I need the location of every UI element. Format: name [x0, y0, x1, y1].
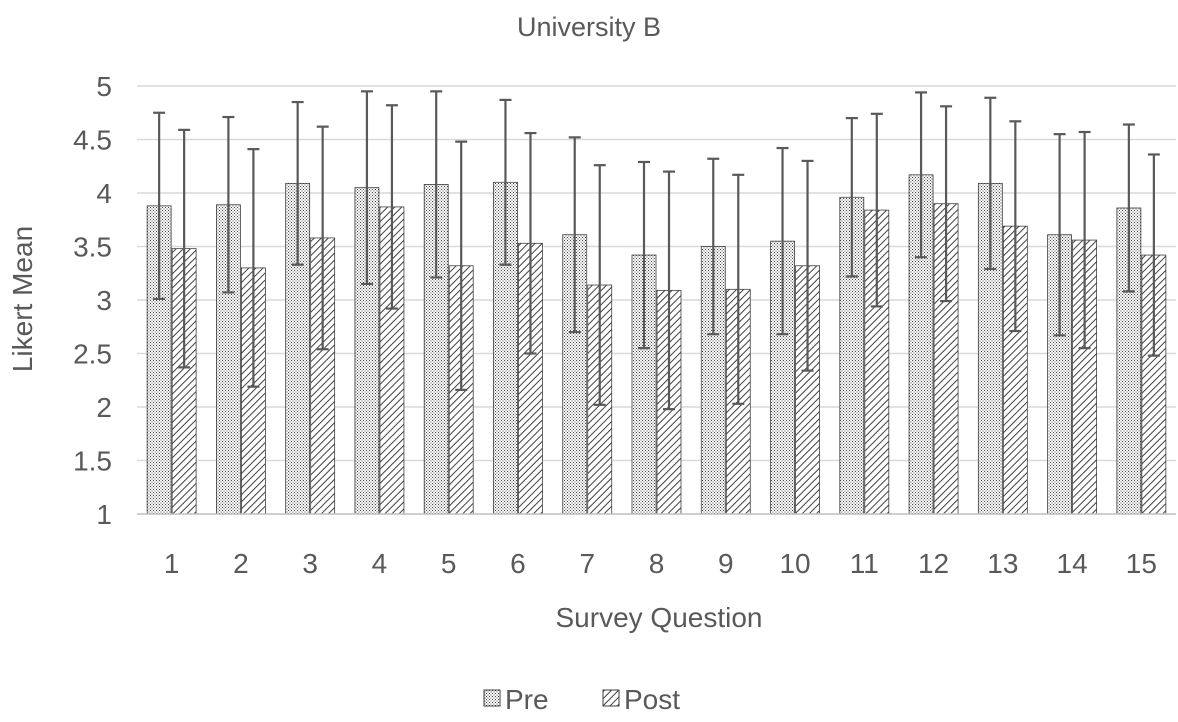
x-tick-label: 6 [510, 548, 526, 579]
y-tick-label: 4.5 [73, 125, 112, 156]
x-tick-label: 13 [987, 548, 1018, 579]
y-axis-label: Likert Mean [7, 226, 38, 372]
bar-post [240, 267, 266, 515]
y-axis-tick-labels: 1 1.5 2 2.5 3 3.5 4 4.5 5 [73, 71, 112, 530]
y-tick-label: 3.5 [73, 232, 112, 263]
error-bar-pre [568, 136, 581, 334]
error-bar-pre [638, 160, 650, 350]
x-tick-label: 8 [649, 548, 665, 579]
error-bar-pre [776, 146, 789, 336]
x-tick-label: 12 [918, 548, 949, 579]
chart-title: University B [517, 12, 661, 42]
x-tick-label: 10 [779, 548, 810, 579]
error-bar-pre [707, 157, 720, 336]
x-tick-label: 7 [579, 548, 595, 579]
gridlines [137, 85, 1176, 462]
error-bar-post [801, 159, 814, 372]
x-axis-label: Survey Question [556, 602, 763, 633]
legend-swatch-post [602, 689, 620, 707]
x-tick-label: 3 [302, 548, 318, 579]
y-tick-label: 2 [96, 392, 112, 423]
error-bar-pre [1122, 123, 1135, 293]
x-axis-tick-labels: 1 2 3 4 5 6 7 8 9 10 11 12 13 14 15 [164, 548, 1157, 579]
legend-item-post: Post [602, 684, 680, 715]
x-tick-label: 14 [1057, 548, 1088, 579]
error-bars [153, 90, 1160, 411]
error-bar-post [178, 128, 191, 369]
error-bar-post [732, 173, 745, 405]
y-tick-label: 5 [96, 71, 112, 102]
error-bar-pre [915, 91, 928, 259]
error-bar-post [524, 131, 537, 355]
error-bar-post [1078, 130, 1091, 350]
error-bar-post [385, 104, 398, 310]
error-bar-pre [845, 116, 858, 278]
legend-label-post: Post [624, 684, 680, 715]
error-bar-pre [153, 111, 166, 301]
legend-swatch-pre [483, 689, 501, 707]
legend-label-pre: Pre [505, 684, 549, 715]
x-tick-label: 11 [850, 548, 879, 579]
y-tick-label: 3 [96, 285, 112, 316]
y-tick-label: 1.5 [73, 446, 112, 477]
y-tick-label: 2.5 [73, 339, 112, 370]
legend: Pre Post [483, 684, 680, 715]
x-tick-label: 5 [441, 548, 457, 579]
error-bar-pre [291, 100, 304, 266]
bars [146, 174, 1167, 515]
error-bar-post [940, 105, 953, 303]
error-bar-post [663, 170, 675, 411]
x-tick-label: 1 [164, 548, 180, 579]
error-bar-pre [499, 98, 512, 266]
error-bar-pre [222, 115, 235, 294]
error-bar-post [316, 125, 329, 351]
x-tick-label: 4 [372, 548, 388, 579]
error-bar-pre [360, 90, 373, 286]
y-tick-label: 4 [96, 178, 112, 209]
error-bar-post [593, 164, 606, 406]
error-bar-post [1009, 120, 1022, 333]
error-bar-pre [1053, 133, 1066, 337]
x-tick-label: 2 [233, 548, 249, 579]
error-bar-pre [984, 96, 997, 271]
x-tick-label: 15 [1126, 548, 1157, 579]
error-bar-post [1147, 153, 1160, 357]
error-bar-post [247, 148, 260, 388]
x-tick-label: 9 [718, 548, 734, 579]
error-bar-post [455, 140, 468, 391]
legend-item-pre: Pre [483, 684, 549, 715]
error-bar-post [870, 112, 883, 308]
error-bar-pre [430, 90, 443, 279]
y-tick-label: 1 [96, 499, 112, 530]
